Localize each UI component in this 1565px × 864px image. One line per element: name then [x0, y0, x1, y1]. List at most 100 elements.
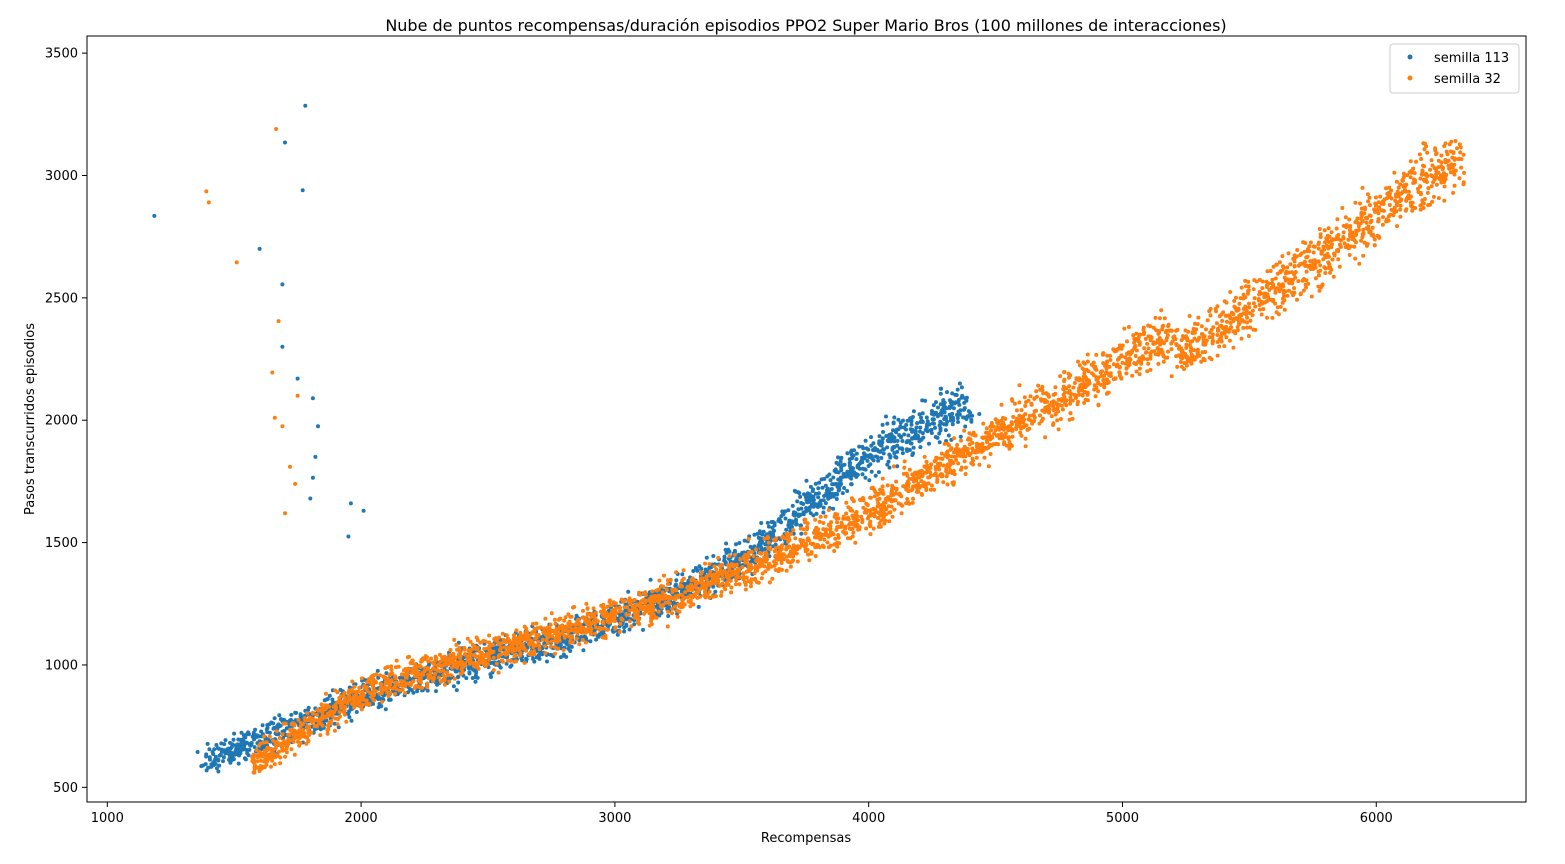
point-semilla-113	[750, 546, 755, 550]
point-semilla-113-outlier	[152, 213, 157, 218]
point-semilla-113	[919, 415, 923, 420]
point-semilla-113	[927, 441, 931, 446]
point-semilla-32	[548, 644, 553, 649]
point-semilla-113	[838, 475, 843, 480]
point-semilla-32	[262, 748, 267, 753]
point-semilla-32	[1108, 358, 1113, 362]
point-semilla-32	[813, 517, 818, 522]
point-semilla-32	[949, 459, 954, 463]
point-semilla-113	[958, 408, 963, 413]
point-semilla-32	[360, 692, 365, 697]
point-semilla-32	[738, 557, 743, 562]
point-semilla-32	[1247, 301, 1251, 306]
point-semilla-32	[911, 496, 915, 501]
point-semilla-113	[895, 438, 900, 443]
point-semilla-32	[1207, 355, 1212, 360]
point-semilla-113	[245, 732, 249, 737]
point-semilla-113	[683, 582, 688, 587]
point-semilla-113	[227, 750, 232, 755]
point-semilla-32	[352, 698, 356, 703]
point-semilla-32	[694, 585, 699, 590]
point-semilla-32	[420, 685, 424, 690]
point-semilla-32	[413, 662, 418, 667]
point-semilla-32	[1265, 315, 1269, 320]
point-semilla-32	[1224, 335, 1229, 340]
point-semilla-32	[729, 585, 734, 590]
point-semilla-32	[746, 579, 751, 584]
point-semilla-32	[300, 732, 305, 737]
point-semilla-32	[756, 580, 761, 585]
point-semilla-113	[759, 545, 764, 550]
point-semilla-32	[1195, 322, 1200, 327]
point-semilla-32	[1144, 350, 1149, 355]
point-semilla-32	[795, 559, 800, 564]
point-semilla-32	[411, 679, 416, 684]
point-semilla-113	[376, 697, 381, 701]
point-semilla-32	[553, 645, 557, 650]
point-semilla-32	[269, 764, 273, 769]
point-semilla-32	[971, 462, 975, 467]
point-semilla-32	[589, 615, 594, 620]
point-semilla-113	[569, 644, 574, 649]
point-semilla-113	[623, 617, 628, 622]
point-semilla-32	[465, 636, 470, 641]
point-semilla-32	[993, 417, 998, 422]
point-semilla-32	[499, 641, 504, 646]
point-semilla-113	[918, 429, 922, 434]
point-semilla-32	[1241, 306, 1246, 311]
point-semilla-32	[773, 538, 778, 543]
point-semilla-113	[808, 511, 813, 516]
point-semilla-32	[502, 650, 507, 655]
point-semilla-32	[667, 601, 672, 606]
point-semilla-32	[1178, 355, 1183, 360]
point-semilla-32	[527, 652, 532, 656]
point-semilla-113	[821, 505, 826, 510]
point-semilla-113	[955, 387, 960, 392]
point-semilla-32	[483, 639, 488, 644]
point-semilla-32	[256, 754, 261, 759]
point-semilla-32	[425, 685, 430, 690]
point-semilla-113	[632, 622, 637, 627]
point-semilla-32	[522, 660, 527, 665]
point-semilla-32	[393, 691, 397, 696]
point-semilla-113	[866, 447, 871, 452]
point-semilla-113	[260, 723, 265, 728]
point-semilla-113	[354, 710, 359, 714]
point-semilla-113	[204, 754, 209, 759]
point-semilla-32	[277, 735, 282, 740]
point-semilla-32	[1215, 326, 1220, 331]
point-semilla-113	[882, 447, 887, 452]
point-semilla-32	[1076, 392, 1081, 397]
point-semilla-32	[627, 619, 632, 624]
point-semilla-113-outlier	[313, 454, 318, 459]
point-semilla-32	[1281, 284, 1286, 289]
point-semilla-32	[1118, 375, 1123, 380]
point-semilla-32	[307, 724, 312, 729]
point-semilla-113	[783, 516, 788, 521]
point-semilla-32	[726, 577, 731, 582]
point-semilla-113	[205, 741, 210, 746]
point-semilla-113	[411, 690, 416, 695]
point-semilla-113	[934, 400, 938, 405]
point-semilla-113	[835, 484, 840, 489]
point-semilla-32	[602, 626, 607, 631]
point-semilla-113	[918, 425, 923, 430]
point-semilla-113	[816, 495, 821, 500]
point-semilla-32	[1082, 371, 1087, 376]
point-semilla-32	[1068, 411, 1073, 416]
point-semilla-113	[236, 747, 241, 752]
point-semilla-113	[375, 668, 380, 673]
point-semilla-32	[1134, 348, 1139, 353]
point-semilla-32	[746, 554, 751, 559]
point-semilla-113	[259, 729, 264, 734]
point-semilla-32	[431, 676, 436, 681]
point-semilla-32	[334, 705, 339, 710]
point-semilla-113	[212, 747, 217, 752]
point-semilla-32	[888, 510, 893, 515]
point-semilla-32	[450, 660, 454, 664]
point-semilla-32	[613, 625, 618, 630]
point-semilla-113	[299, 714, 304, 719]
point-semilla-32	[577, 629, 581, 634]
point-semilla-32	[426, 659, 431, 664]
point-semilla-113	[253, 727, 258, 732]
